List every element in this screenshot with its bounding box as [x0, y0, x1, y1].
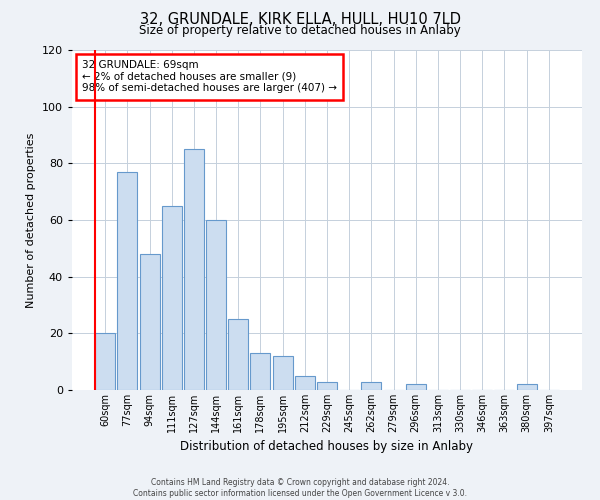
Y-axis label: Number of detached properties: Number of detached properties: [26, 132, 36, 308]
X-axis label: Distribution of detached houses by size in Anlaby: Distribution of detached houses by size …: [181, 440, 473, 454]
Bar: [272, 356, 293, 390]
Bar: [317, 382, 337, 390]
Bar: [118, 172, 137, 390]
Bar: [228, 319, 248, 390]
Text: 32 GRUNDALE: 69sqm
← 2% of detached houses are smaller (9)
98% of semi-detached : 32 GRUNDALE: 69sqm ← 2% of detached hous…: [82, 60, 337, 94]
Text: Size of property relative to detached houses in Anlaby: Size of property relative to detached ho…: [139, 24, 461, 37]
Bar: [162, 206, 182, 390]
Bar: [250, 353, 271, 390]
Text: Contains HM Land Registry data © Crown copyright and database right 2024.
Contai: Contains HM Land Registry data © Crown c…: [133, 478, 467, 498]
Bar: [517, 384, 536, 390]
Bar: [206, 220, 226, 390]
Bar: [184, 149, 204, 390]
Bar: [95, 334, 115, 390]
Bar: [295, 376, 315, 390]
Bar: [361, 382, 382, 390]
Bar: [406, 384, 426, 390]
Bar: [140, 254, 160, 390]
Text: 32, GRUNDALE, KIRK ELLA, HULL, HU10 7LD: 32, GRUNDALE, KIRK ELLA, HULL, HU10 7LD: [139, 12, 461, 28]
